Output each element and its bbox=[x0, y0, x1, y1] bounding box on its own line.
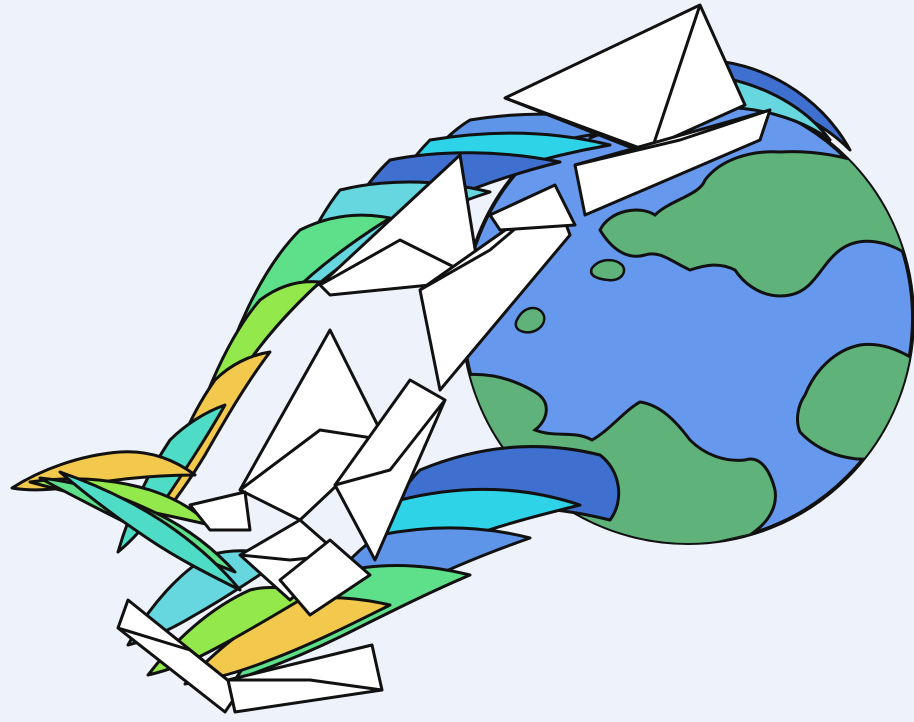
stream-tail bbox=[10, 450, 242, 592]
envelopes bbox=[116, 3, 772, 714]
envelope-icon bbox=[188, 490, 252, 532]
envelope-icon bbox=[226, 643, 384, 714]
envelope-icon bbox=[333, 378, 447, 562]
stream-ribbon bbox=[183, 596, 392, 686]
envelope-icon bbox=[573, 108, 772, 217]
envelope-icon bbox=[488, 183, 577, 232]
envelope-icon bbox=[278, 538, 372, 617]
stream-ribbon bbox=[58, 470, 242, 592]
globe-island-a bbox=[589, 258, 626, 282]
globe-land-north bbox=[598, 150, 913, 298]
globe-island-b bbox=[514, 306, 546, 334]
